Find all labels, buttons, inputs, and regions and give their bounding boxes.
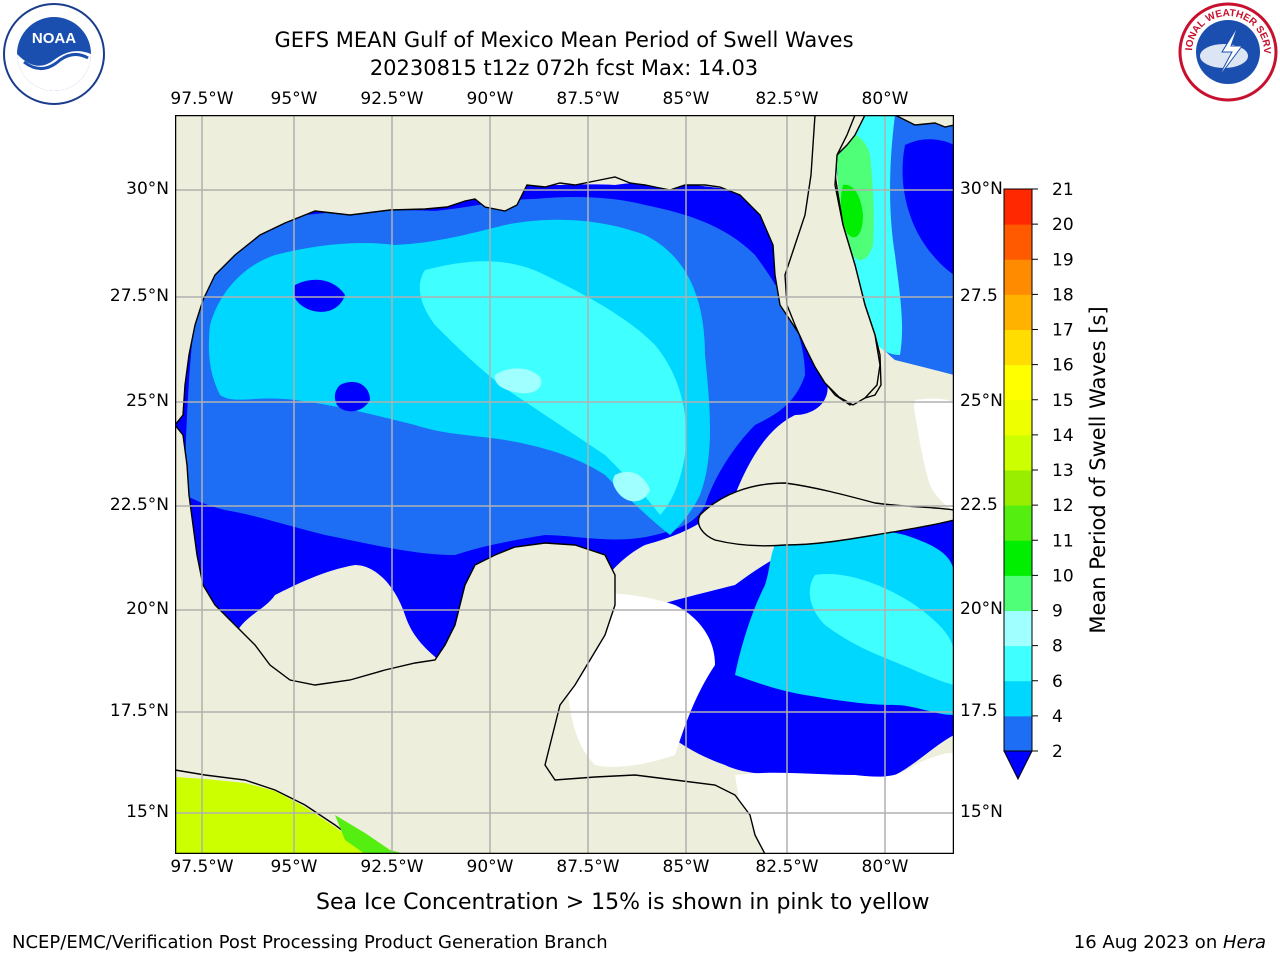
sea-ice-note: Sea Ice Concentration > 15% is shown in …: [316, 890, 930, 915]
cuba-land: [697, 482, 954, 547]
colorbar-bin: [1004, 680, 1032, 717]
swell-zone-8-9s-2: [612, 471, 650, 502]
colorbar-under-arrow: [1003, 750, 1033, 781]
colorbar: 2 4 6 8 9 10 11 12 13 14 15 16 17 18 19 20 21: [1003, 180, 1074, 781]
florida-land: [784, 115, 881, 406]
colorbar-bin: [1004, 505, 1032, 541]
noaa-logo-text: NOAA: [32, 30, 76, 47]
swell-period-map: [175, 115, 954, 854]
footer-branch: NCEP/EMC/Verification Post Processing Pr…: [12, 932, 608, 953]
atlantic-zone-10-11s: [840, 184, 863, 238]
colorbar-tick-label: 18: [1052, 285, 1074, 305]
colorbar-bin: [1004, 189, 1032, 225]
pacific-zone-10-12s: [335, 815, 405, 854]
colorbar-tick-label: 13: [1052, 461, 1074, 481]
lon-tick-label: 82.5°W: [755, 857, 819, 877]
lon-tick-label: 92.5°W: [360, 857, 424, 877]
colorbar-tick-label: 6: [1052, 672, 1063, 692]
colorbar-tick-label: 15: [1052, 391, 1074, 411]
lon-tick-label: 95°W: [270, 89, 318, 109]
colorbar-tick-label: 11: [1052, 531, 1074, 551]
lon-tick-label: 97.5°W: [170, 89, 234, 109]
pacific-zone-12-13s: [175, 777, 370, 854]
colorbar-bin: [1004, 575, 1032, 611]
colorbar-bin: [1004, 294, 1032, 330]
colorbar-bin: [1004, 610, 1032, 647]
colorbar-bin: [1004, 715, 1032, 752]
lon-tick-label: 85°W: [662, 89, 710, 109]
swell-zone-dark-west: [293, 279, 345, 312]
footer-date: 16 Aug 2023 on Hera: [1074, 932, 1266, 953]
lat-tick-label: 22.5°N: [109, 495, 169, 515]
lon-tick-label: 90°W: [466, 857, 514, 877]
colorbar-tick-label: 19: [1052, 250, 1074, 270]
lat-tick-label: 17.5°N: [109, 701, 169, 721]
colorbar-tick-label: 8: [1052, 637, 1063, 657]
colorbar-tick-label: 9: [1052, 602, 1063, 622]
lon-tick-label: 80°W: [861, 89, 909, 109]
colorbar-bin: [1004, 224, 1032, 260]
lon-tick-label: 95°W: [270, 857, 318, 877]
lon-tick-label: 87.5°W: [556, 857, 620, 877]
colorbar-bin: [1004, 329, 1032, 366]
lat-tick-label: 22.5: [960, 495, 998, 515]
footer-machine: Hera: [1222, 932, 1266, 953]
noaa-logo-icon: NOAA: [2, 2, 106, 110]
chart-title: GEFS MEAN Gulf of Mexico Mean Period of …: [274, 28, 854, 52]
lat-tick-label: 15°N: [960, 802, 1003, 822]
mexico-land: [175, 423, 766, 854]
colorbar-label: Mean Period of Swell Waves [s]: [1086, 306, 1110, 634]
lat-tick-label: 20°N: [126, 599, 169, 619]
lon-tick-label: 92.5°W: [360, 89, 424, 109]
colorbar-tick-label: 20: [1052, 215, 1074, 235]
colorbar-tick-label: 12: [1052, 496, 1074, 516]
lat-tick-label: 20°N: [960, 599, 1003, 619]
colorbar-bin: [1004, 470, 1032, 506]
colorbar-tick-label: 17: [1052, 321, 1074, 341]
lat-tick-label: 15°N: [126, 802, 169, 822]
lat-tick-label: 25°N: [126, 391, 169, 411]
colorbar-tick-label: 4: [1052, 707, 1063, 727]
colorbar-bin: [1004, 259, 1032, 295]
lon-tick-label: 90°W: [466, 89, 514, 109]
colorbar-bin: [1004, 434, 1032, 471]
graticule: [175, 115, 954, 854]
lon-tick-label: 82.5°W: [755, 89, 819, 109]
missing-data-south: [735, 753, 954, 854]
colorbar-tick-label: 16: [1052, 356, 1074, 376]
colorbar-tick-label: 14: [1052, 426, 1074, 446]
footer-date-text: 16 Aug 2023 on: [1073, 932, 1223, 953]
lat-tick-label: 30°N: [126, 179, 169, 199]
swell-zone-8-9s: [494, 368, 542, 394]
atlantic-zone-dark: [902, 139, 954, 275]
lat-tick-label: 17.5: [960, 701, 998, 721]
colorbar-tick-label: 21: [1052, 180, 1074, 200]
chart-subtitle: 20230815 t12z 072h fcst Max: 14.03: [369, 56, 759, 80]
lat-tick-label: 27.5°N: [109, 286, 169, 306]
missing-data-east: [914, 398, 954, 510]
swell-zone-6-8s: [419, 261, 687, 515]
caribbean-zone-6-8s: [809, 574, 954, 685]
lat-tick-label: 27.5: [960, 286, 998, 306]
lat-tick-label: 25°N: [960, 391, 1003, 411]
lon-tick-label: 97.5°W: [170, 857, 234, 877]
lat-tick-label: 30°N: [960, 179, 1003, 199]
lon-tick-label: 80°W: [861, 857, 909, 877]
colorbar-bin: [1004, 399, 1032, 436]
colorbar-tick-label: 10: [1052, 566, 1074, 586]
colorbar-bin: [1004, 645, 1032, 682]
national-weather-service-logo-icon: NATIONAL WEATHER SERVICE: [1174, 0, 1278, 106]
colorbar-tick-label: 2: [1052, 742, 1063, 762]
lon-tick-label: 87.5°W: [556, 89, 620, 109]
map-frame: [175, 115, 954, 854]
lon-tick-label: 85°W: [662, 857, 710, 877]
colorbar-bin: [1004, 364, 1032, 401]
colorbar-bin: [1004, 540, 1032, 576]
swell-zone-dark-west-2: [334, 381, 370, 412]
